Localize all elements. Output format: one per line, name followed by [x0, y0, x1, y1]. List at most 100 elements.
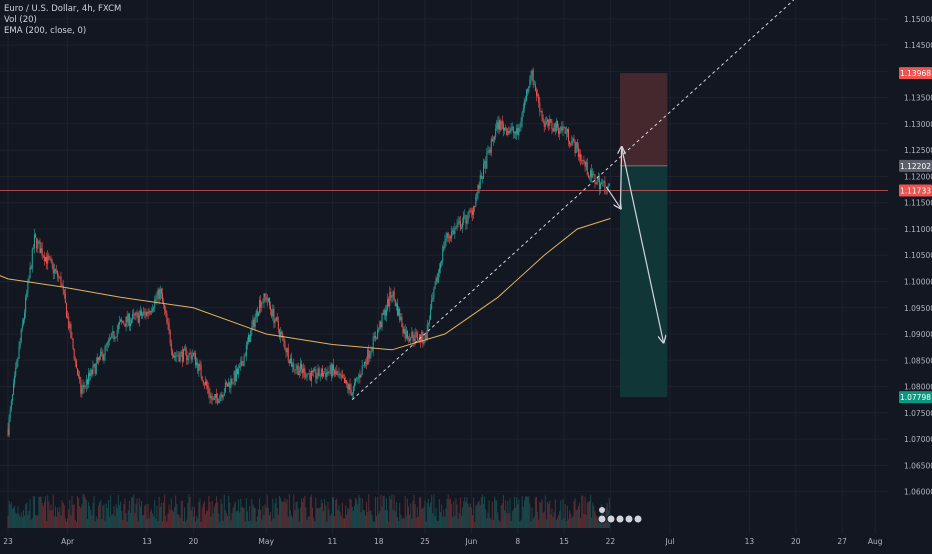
volume-bar — [582, 495, 584, 528]
candle-body — [379, 321, 381, 330]
candle-body — [457, 221, 459, 225]
volume-bar — [175, 495, 177, 528]
volume-bar — [295, 502, 297, 528]
candle-body — [134, 314, 136, 316]
candle-body — [80, 379, 82, 394]
candle-body — [405, 331, 407, 339]
volume-bar — [440, 512, 442, 528]
volume-bar — [275, 497, 277, 528]
candle-body — [202, 381, 204, 384]
volume-bar — [300, 498, 302, 528]
candle-body — [459, 221, 461, 229]
candle-body — [504, 127, 505, 131]
volume-bar — [235, 511, 237, 528]
volume-bar — [24, 515, 26, 528]
candle-body — [378, 329, 380, 330]
event-marker-icon[interactable] — [633, 514, 643, 524]
volume-bar — [584, 496, 586, 528]
candle-body — [361, 365, 363, 376]
volume-bar — [104, 520, 106, 528]
candle-body — [394, 299, 396, 307]
volume-bar — [176, 503, 178, 528]
volume-bar — [293, 494, 295, 528]
volume-bar — [363, 510, 365, 528]
volume-bar — [224, 510, 226, 528]
candle-body — [235, 368, 237, 381]
candle-body — [583, 160, 585, 162]
candle-body — [103, 355, 105, 360]
candle-body — [434, 285, 436, 289]
volume-bar — [404, 496, 406, 528]
volume-bar — [181, 500, 183, 528]
volume-bar — [158, 496, 160, 528]
take-profit-zone[interactable] — [620, 165, 668, 398]
candle-body — [353, 382, 355, 387]
volume-bar — [483, 503, 485, 528]
candle-body — [246, 342, 248, 345]
volume-bar — [156, 505, 158, 528]
candle-body — [326, 371, 328, 378]
volume-bar — [187, 503, 189, 528]
event-marker-icon[interactable] — [597, 514, 607, 524]
projection-arrow[interactable] — [620, 148, 621, 208]
volume-bar — [83, 494, 85, 528]
event-marker-icon[interactable] — [606, 514, 616, 524]
candle-body — [523, 100, 525, 109]
candle-body — [185, 348, 187, 351]
volume-bar — [135, 503, 137, 528]
volume-bar — [499, 521, 501, 528]
candle-body — [99, 356, 101, 360]
volume-bar — [298, 521, 300, 528]
projection-arrow[interactable] — [621, 147, 664, 342]
volume-bar — [262, 506, 264, 528]
event-marker-icon[interactable] — [599, 507, 605, 513]
volume-bar — [402, 517, 404, 528]
event-marker-icon[interactable] — [615, 514, 625, 524]
volume-bar — [109, 516, 111, 528]
volume-bar — [548, 503, 550, 528]
candle-body — [173, 355, 174, 358]
stop-loss-zone[interactable] — [620, 73, 668, 166]
candle-body — [58, 276, 60, 278]
candle-body — [470, 210, 472, 212]
volume-bar — [454, 515, 456, 528]
candle-body — [312, 371, 314, 372]
volume-bar — [284, 498, 286, 528]
volume-bar — [588, 501, 590, 528]
x-axis-tick-label: Aug — [868, 537, 883, 546]
volume-bar — [118, 505, 120, 528]
volume-bar — [587, 501, 589, 528]
candle-body — [444, 240, 446, 248]
candle-body — [249, 335, 251, 343]
ema-indicator-label[interactable]: EMA (200, close, 0) — [4, 26, 87, 36]
volume-bar — [223, 494, 225, 528]
candle-body — [604, 181, 606, 193]
volume-bar — [356, 499, 358, 528]
candle-body — [295, 368, 297, 370]
volume-bar — [443, 509, 445, 528]
volume-indicator-label[interactable]: Vol (20) — [4, 15, 37, 25]
candle-body — [150, 311, 152, 313]
volume-bar — [509, 498, 511, 528]
candle-body — [118, 321, 120, 325]
symbol-title[interactable]: Euro / U.S. Dollar, 4h, FXCM — [4, 4, 122, 14]
volume-bar — [571, 518, 573, 528]
x-axis-tick-label: May — [258, 537, 274, 546]
volume-bar — [211, 501, 213, 528]
volume-bar — [389, 496, 391, 528]
candle-body — [466, 221, 468, 224]
ema-200-line — [0, 218, 611, 351]
event-marker-icon[interactable] — [624, 514, 634, 524]
volume-bar — [421, 508, 423, 528]
candle-body — [541, 111, 543, 118]
candle-body — [117, 324, 119, 330]
volume-bar — [424, 500, 426, 528]
candle-body — [490, 138, 492, 153]
candle-body — [561, 126, 563, 131]
candle-body — [67, 316, 69, 318]
volume-bar — [310, 494, 312, 528]
projection-arrow[interactable] — [605, 186, 620, 208]
volume-bar — [406, 498, 408, 528]
